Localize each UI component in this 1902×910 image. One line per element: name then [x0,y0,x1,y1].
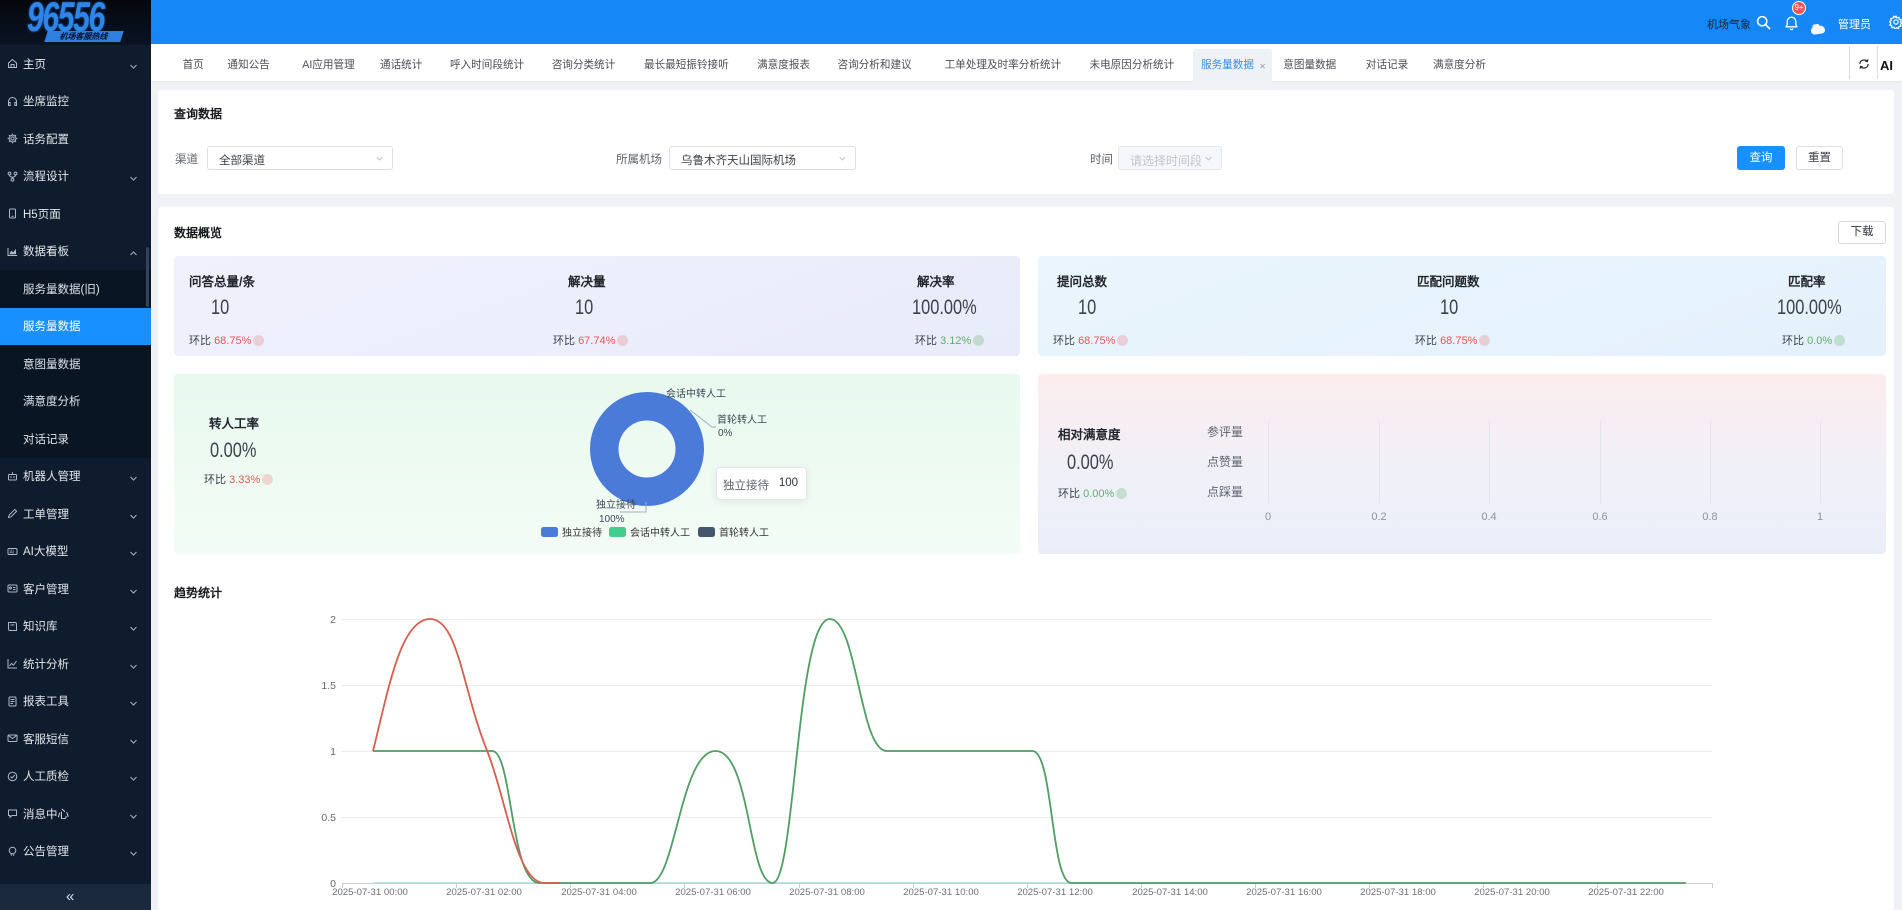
svg-text:2025-07-31 04:00: 2025-07-31 04:00 [561,887,637,898]
svg-text:2025-07-31 12:00: 2025-07-31 12:00 [1017,887,1093,898]
svg-text:1: 1 [330,746,336,758]
svg-text:2025-07-31 22:00: 2025-07-31 22:00 [1588,887,1664,898]
svg-text:0.5: 0.5 [321,812,336,824]
svg-text:2025-07-31 02:00: 2025-07-31 02:00 [446,887,522,898]
svg-text:2: 2 [330,614,336,626]
svg-text:1.5: 1.5 [321,680,336,692]
svg-text:0.2: 0.2 [1371,511,1386,523]
svg-text:2025-07-31 16:00: 2025-07-31 16:00 [1246,887,1322,898]
svg-text:独立接待: 独立接待 [596,498,636,511]
svg-text:0: 0 [330,878,336,890]
svg-text:点赞量: 点赞量 [1207,455,1243,469]
svg-text:点踩量: 点踩量 [1207,485,1243,499]
svg-text:首轮转人工: 首轮转人工 [717,413,767,426]
svg-text:1: 1 [1817,511,1823,523]
svg-text:2025-07-31 00:00: 2025-07-31 00:00 [332,887,408,898]
svg-text:会话中转人工: 会话中转人工 [666,387,726,400]
svg-text:2025-07-31 18:00: 2025-07-31 18:00 [1360,887,1436,898]
svg-text:0.6: 0.6 [1592,511,1607,523]
svg-text:2025-07-31 20:00: 2025-07-31 20:00 [1474,887,1550,898]
svg-text:2025-07-31 08:00: 2025-07-31 08:00 [789,887,865,898]
svg-text:参评量: 参评量 [1207,424,1243,439]
svg-text:0: 0 [1265,511,1271,523]
svg-text:2025-07-31 10:00: 2025-07-31 10:00 [903,887,979,898]
svg-text:0.4: 0.4 [1481,511,1496,523]
svg-text:0.8: 0.8 [1702,511,1717,523]
svg-text:2025-07-31 14:00: 2025-07-31 14:00 [1132,887,1208,898]
svg-text:0%: 0% [718,428,733,439]
svg-text:100%: 100% [599,514,625,525]
svg-text:2025-07-31 06:00: 2025-07-31 06:00 [675,887,751,898]
